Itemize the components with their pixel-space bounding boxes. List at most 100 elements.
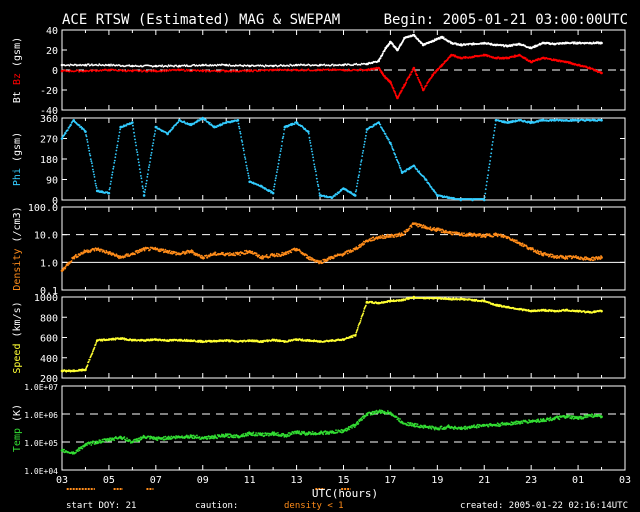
data-point xyxy=(161,64,164,67)
data-point xyxy=(346,69,349,72)
data-point xyxy=(290,251,293,254)
data-point xyxy=(91,352,94,354)
data-point xyxy=(86,138,88,141)
data-point xyxy=(387,138,390,141)
data-point xyxy=(241,143,244,146)
data-point xyxy=(514,239,517,242)
data-point xyxy=(246,167,248,170)
data-point xyxy=(421,226,424,229)
data-point xyxy=(357,176,360,179)
data-point xyxy=(435,193,438,196)
data-point xyxy=(214,251,217,254)
data-point xyxy=(423,87,426,90)
data-point xyxy=(488,163,491,166)
data-point xyxy=(321,69,324,72)
data-point xyxy=(277,166,279,168)
data-point xyxy=(109,251,111,253)
data-point xyxy=(391,84,393,87)
data-point xyxy=(189,251,192,254)
data-point xyxy=(502,234,504,237)
data-point xyxy=(208,121,211,124)
data-point xyxy=(91,165,94,168)
y-tick-label: 180 xyxy=(40,155,58,166)
data-point xyxy=(138,251,141,254)
data-point xyxy=(124,256,126,258)
data-point xyxy=(247,64,250,67)
data-point xyxy=(359,243,361,246)
data-point xyxy=(152,70,155,73)
data-point xyxy=(529,59,531,62)
data-point xyxy=(343,253,346,256)
data-point xyxy=(561,256,563,259)
data-point xyxy=(240,139,243,142)
data-point xyxy=(95,187,98,189)
data-point xyxy=(309,139,311,142)
data-point xyxy=(418,170,421,173)
data-point xyxy=(85,135,88,138)
data-point xyxy=(410,226,413,228)
data-point xyxy=(198,119,201,122)
data-point xyxy=(354,190,357,193)
data-point xyxy=(141,249,143,252)
data-point xyxy=(143,249,146,252)
data-point xyxy=(596,69,599,72)
data-point xyxy=(385,135,388,138)
data-point xyxy=(485,184,488,187)
data-point xyxy=(153,248,156,250)
data-point xyxy=(97,247,100,250)
data-point xyxy=(70,124,72,126)
data-point xyxy=(94,182,97,185)
data-point xyxy=(282,254,285,257)
data-point xyxy=(551,253,554,256)
data-point xyxy=(86,364,89,367)
data-point xyxy=(87,63,90,66)
data-point xyxy=(489,155,492,158)
data-point xyxy=(164,69,167,71)
data-point xyxy=(361,242,364,245)
data-point xyxy=(400,232,403,235)
data-point xyxy=(398,162,400,165)
data-point xyxy=(89,251,92,253)
data-point xyxy=(296,122,299,124)
data-point xyxy=(273,183,276,186)
data-point xyxy=(239,132,242,135)
data-point xyxy=(596,258,599,261)
y-tick-label: 800 xyxy=(40,313,58,324)
data-point xyxy=(313,166,316,168)
data-point xyxy=(293,123,296,126)
data-point xyxy=(588,66,591,69)
data-point xyxy=(205,63,207,66)
data-point xyxy=(354,333,357,336)
data-point xyxy=(594,68,596,71)
data-point xyxy=(318,262,320,265)
data-point xyxy=(244,249,246,252)
begin-time: Begin: 2005-01-21 03:00:00UTC xyxy=(384,12,628,28)
data-point xyxy=(361,152,364,154)
data-point xyxy=(236,119,239,121)
data-point xyxy=(486,180,488,183)
data-point xyxy=(489,160,491,162)
data-point xyxy=(87,144,89,147)
data-point xyxy=(232,252,235,255)
data-point xyxy=(349,251,351,254)
data-point xyxy=(389,301,391,303)
data-point xyxy=(379,235,382,237)
data-point xyxy=(362,149,365,152)
data-point xyxy=(359,163,362,166)
data-point xyxy=(110,63,112,66)
data-point xyxy=(521,242,524,245)
data-point xyxy=(271,69,273,72)
y-axis-label-part: Bz xyxy=(12,73,23,91)
data-point xyxy=(162,248,165,251)
data-point xyxy=(183,251,186,253)
data-point xyxy=(138,164,141,167)
data-point xyxy=(134,253,136,256)
data-point xyxy=(246,169,249,172)
data-point xyxy=(115,149,118,152)
data-point xyxy=(379,123,382,126)
data-point xyxy=(311,150,313,153)
data-point xyxy=(531,247,534,250)
data-point xyxy=(313,163,316,166)
data-point xyxy=(395,156,398,159)
